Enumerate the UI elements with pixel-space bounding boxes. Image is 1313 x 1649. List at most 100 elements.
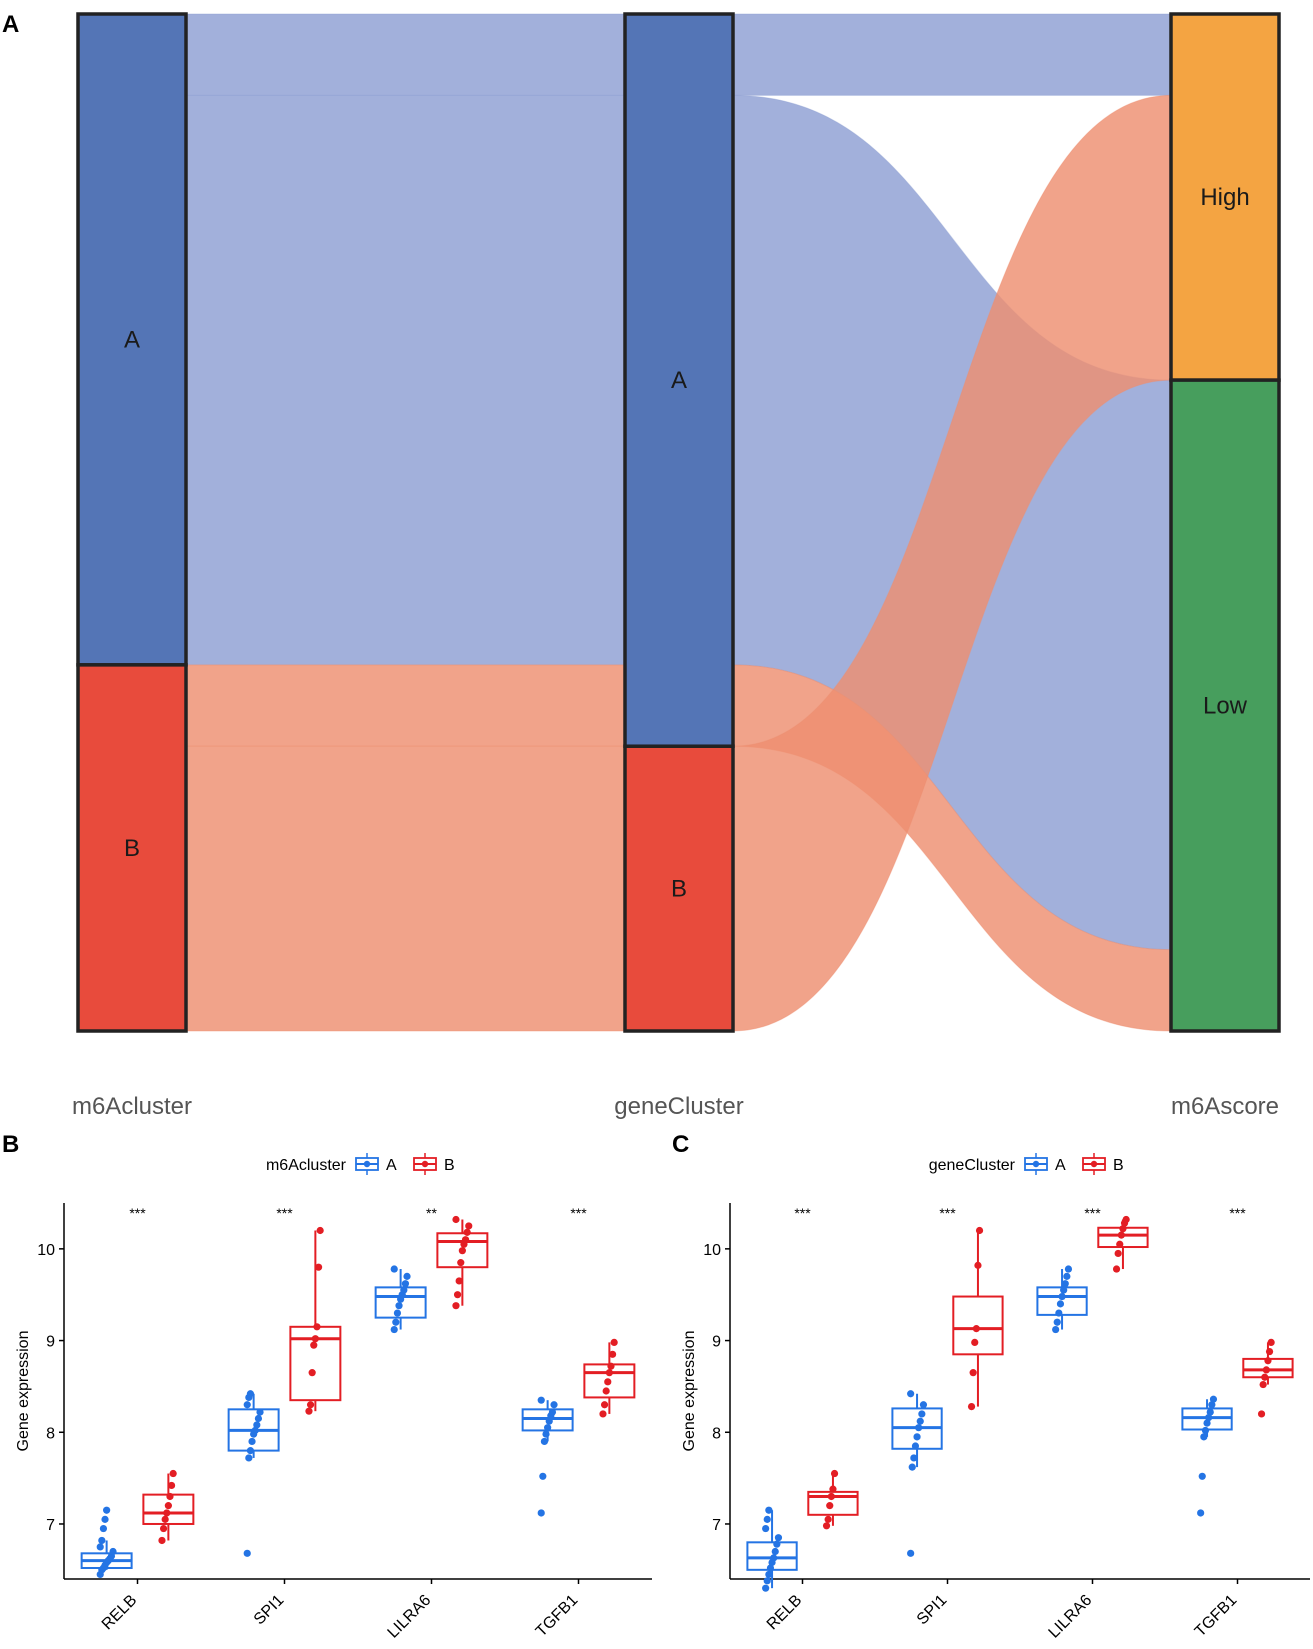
box-relb-b-point xyxy=(829,1485,837,1493)
box-tgfb1-a-point xyxy=(1201,1426,1210,1435)
box-lilra6-a-point xyxy=(400,1286,408,1294)
box-lilra6-b-point xyxy=(463,1228,471,1236)
box-lilra6-a-point xyxy=(395,1302,403,1310)
y-tick-label-10: 10 xyxy=(703,1242,721,1259)
box-lilra6-b-point xyxy=(1112,1265,1121,1273)
x-tick-label-tgfb1: TGFB1 xyxy=(533,1592,582,1641)
box-spi1-b-point xyxy=(969,1369,977,1377)
box-tgfb1-a-point xyxy=(1208,1401,1216,1409)
box-lilra6-a-point xyxy=(390,1265,398,1273)
box-relb-a-point xyxy=(763,1577,771,1585)
box-tgfb1-a-point xyxy=(1206,1408,1214,1416)
legend-key-point-b xyxy=(421,1160,429,1168)
x-tick-label-relb: RELB xyxy=(99,1592,141,1634)
box-relb-b-point xyxy=(158,1536,166,1545)
box-relb-b-point xyxy=(822,1522,831,1530)
box-tgfb1-b-point xyxy=(602,1387,610,1395)
box-spi1-b-point xyxy=(310,1341,318,1349)
box-tgfb1-a-point xyxy=(537,1396,545,1404)
box-spi1-a-point xyxy=(916,1417,924,1425)
box-lilra6-b-point xyxy=(453,1291,462,1299)
box-lilra6-a-point xyxy=(390,1325,398,1334)
box-tgfb1-b-point xyxy=(610,1338,618,1346)
box-spi1-b-point xyxy=(306,1401,315,1409)
box-spi1-a-point xyxy=(253,1421,261,1429)
y-tick-label-8: 8 xyxy=(712,1425,721,1442)
flow-b-to-b-b xyxy=(185,745,626,1032)
x-tick-label-lilra6: LILRA6 xyxy=(1046,1592,1096,1642)
significance-relb: *** xyxy=(129,1205,146,1221)
box-tgfb1-a-point xyxy=(1205,1413,1213,1422)
legend-title: geneCluster xyxy=(929,1157,1016,1174)
y-tick-label-8: 8 xyxy=(46,1425,55,1442)
box-tgfb1-b-point xyxy=(608,1350,617,1358)
box-tgfb1-b-point xyxy=(1262,1366,1270,1374)
significance-spi1: *** xyxy=(939,1205,956,1221)
significance-tgfb1: *** xyxy=(570,1205,587,1221)
box-relb-b-point xyxy=(169,1469,177,1478)
box-relb-a-point xyxy=(763,1515,771,1523)
significance-spi1: *** xyxy=(276,1205,293,1221)
box-lilra6-a-point xyxy=(392,1318,400,1326)
box-tgfb1-a-point xyxy=(550,1401,558,1409)
box-spi1-a-point xyxy=(910,1454,918,1462)
box-tgfb1-a-point xyxy=(540,1437,549,1446)
boxplot-panel-c: 7 8 9 10 Gene expression RELB *** SPI1 *** LILRA6… xyxy=(681,1153,1310,1642)
box-relb-a-point xyxy=(103,1506,111,1514)
box-relb-b-point xyxy=(164,1502,172,1510)
box-spi1-b-point xyxy=(305,1407,313,1415)
panel-letter-b: B xyxy=(2,1131,19,1158)
box-lilra6-b-point xyxy=(1116,1240,1124,1248)
box-lilra6-b-point xyxy=(455,1277,463,1285)
node-m6ascore-low xyxy=(1169,378,1281,1033)
box-tgfb1-a-point xyxy=(1198,1472,1206,1480)
box-relb-a-point xyxy=(762,1524,770,1533)
box-spi1-a-point xyxy=(246,1447,255,1455)
box-relb-a-point xyxy=(98,1536,106,1545)
box-relb-a-point xyxy=(109,1547,117,1556)
box-tgfb1-b-point xyxy=(1259,1380,1267,1389)
node-genecluster-a xyxy=(623,12,735,748)
box-spi1-a-point xyxy=(251,1426,259,1435)
box-tgfb1-b-point xyxy=(1265,1347,1274,1356)
box-spi1-a-point xyxy=(243,1401,251,1409)
box-spi1-a-point xyxy=(911,1442,920,1450)
box-spi1-b-point xyxy=(316,1226,324,1235)
box-tgfb1-b-point xyxy=(1264,1357,1272,1365)
box-tgfb1-a-point xyxy=(542,1430,550,1438)
flow-b-to-a-b xyxy=(185,664,626,747)
box-lilra6-a-point xyxy=(1055,1309,1063,1317)
box-spi1-a-point xyxy=(915,1424,923,1432)
x-tick-label-lilra6: LILRA6 xyxy=(385,1592,435,1642)
legend-label-b: B xyxy=(444,1157,455,1174)
box-tgfb1-b-point xyxy=(1267,1338,1275,1346)
box-relb-b-point xyxy=(159,1524,168,1533)
box-lilra6-a-point xyxy=(1053,1318,1061,1326)
box-spi1-b-point xyxy=(975,1226,984,1235)
box-lilra6-b-point xyxy=(458,1247,466,1255)
box-relb-b-point xyxy=(826,1502,834,1510)
box-spi1-a-point xyxy=(254,1414,263,1423)
box-lilra6-b-point xyxy=(1114,1249,1122,1258)
node-m6acluster-b xyxy=(76,663,188,1033)
box-lilra6-b-point xyxy=(457,1259,465,1267)
box-lilra6-b-point xyxy=(1119,1225,1127,1233)
y-tick-label-10: 10 xyxy=(37,1242,55,1259)
box-lilra6-b-point xyxy=(1117,1231,1125,1239)
box-relb-b-point xyxy=(166,1492,174,1501)
box-spi1-b-point xyxy=(313,1323,321,1331)
box-lilra6-a xyxy=(374,1286,427,1319)
node-label-m6acluster-b: B xyxy=(124,835,140,862)
box-relb-b-point xyxy=(830,1469,839,1478)
box-tgfb1-a-point xyxy=(1197,1509,1205,1517)
box-spi1-a-point xyxy=(248,1437,256,1446)
box-lilra6-a-point xyxy=(1058,1292,1066,1301)
x-tick-label-spi1: SPI1 xyxy=(914,1592,951,1629)
legend-title: m6Acluster xyxy=(266,1157,347,1174)
box-tgfb1-b-point xyxy=(605,1369,613,1377)
box-tgfb1-a-point xyxy=(1203,1419,1211,1427)
box-tgfb1-a-point xyxy=(544,1424,552,1432)
box-spi1-b-point xyxy=(308,1369,316,1377)
box-spi1-a-point xyxy=(919,1401,928,1409)
box-relb-a-point xyxy=(774,1534,783,1542)
